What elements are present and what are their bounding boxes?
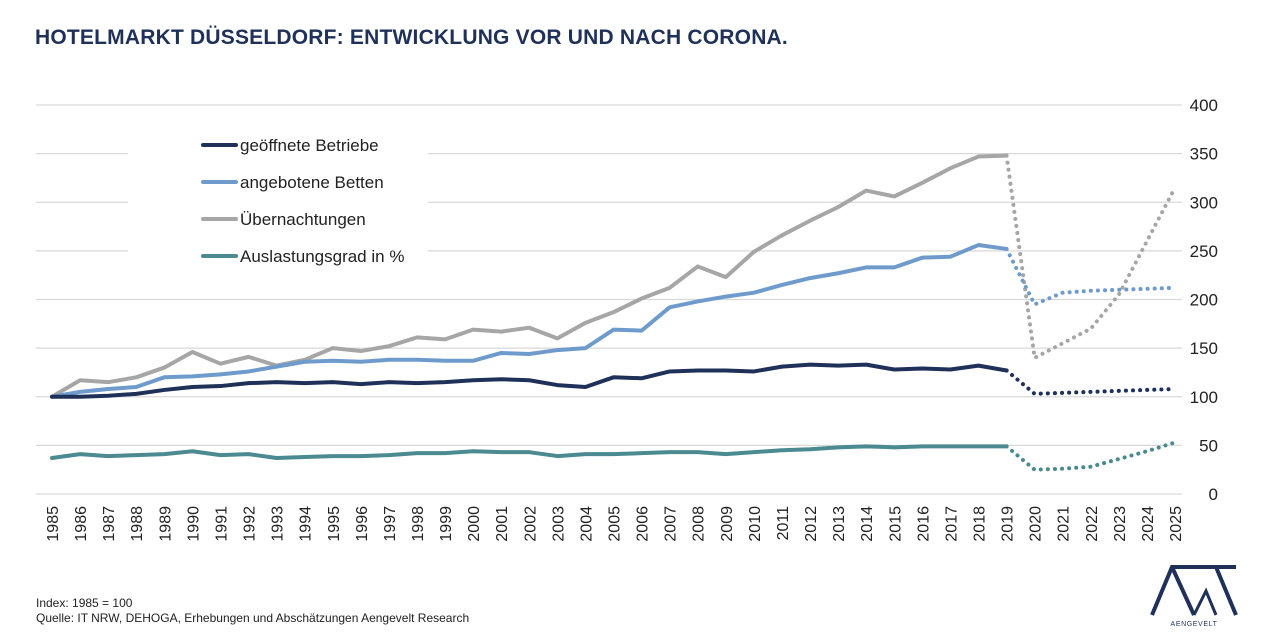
x-tick-label: 1988 <box>129 506 146 542</box>
x-tick-label: 2010 <box>747 506 764 542</box>
x-tick-label: 2015 <box>887 506 904 542</box>
x-tick-label: 1992 <box>242 506 259 542</box>
legend: geöffnete Betriebe angebotene Betten Übern… <box>128 124 428 274</box>
y-tick-label: 250 <box>1190 242 1218 261</box>
y-tick-label: 150 <box>1190 339 1218 358</box>
x-tick-label: 1995 <box>326 506 343 542</box>
x-tick-label: 1991 <box>213 506 230 542</box>
x-tick-label: 2008 <box>691 506 708 542</box>
x-tick-label: 2024 <box>1140 506 1157 542</box>
legend-label: geöffnete Betriebe <box>240 136 379 155</box>
series-line-projection <box>1004 246 1177 307</box>
x-tick-label: 2017 <box>943 506 960 542</box>
series-line-projection <box>1004 368 1177 396</box>
logo-text: AENGEVELT <box>1170 621 1218 628</box>
y-tick-label: 50 <box>1199 436 1218 455</box>
y-tick-label: 200 <box>1190 291 1218 310</box>
x-tick-label: 1999 <box>438 506 455 542</box>
x-tick-label: 1986 <box>73 506 90 542</box>
x-tick-label: 2012 <box>803 506 820 542</box>
x-tick-label: 2021 <box>1056 506 1073 542</box>
x-tick-label: 1987 <box>101 506 118 542</box>
aengevelt-logo-icon <box>1150 565 1238 616</box>
series-line-actual <box>50 362 1009 399</box>
index-note: Index: 1985 = 100 <box>36 596 133 610</box>
x-tick-label: 2005 <box>607 506 624 542</box>
series-line-projection <box>1004 153 1177 361</box>
legend-label: Übernachtungen <box>240 210 366 229</box>
y-axis-tick-labels: 0 50 100 150 200 250 300 350 400 <box>1190 96 1218 504</box>
x-tick-label: 2000 <box>466 506 483 542</box>
x-tick-label: 2013 <box>831 506 848 542</box>
x-tick-label: 2004 <box>578 506 595 542</box>
series-line-projection <box>1004 440 1177 472</box>
source-note: Quelle: IT NRW, DEHOGA, Erhebungen und A… <box>36 611 470 625</box>
x-tick-label: 1996 <box>354 506 371 542</box>
gridlines <box>36 104 1182 495</box>
x-tick-label: 1989 <box>157 506 174 542</box>
y-tick-label: 100 <box>1190 388 1218 407</box>
x-tick-label: 1993 <box>270 506 287 542</box>
y-tick-label: 400 <box>1190 96 1218 115</box>
x-tick-label: 2023 <box>1112 506 1129 542</box>
x-tick-label: 2003 <box>550 506 567 542</box>
x-axis-tick-labels: 1985 1986 1987 1988 1989 1990 1991 1992 1993 1994… <box>45 506 1185 542</box>
x-tick-label: 2014 <box>859 506 876 542</box>
x-tick-label: 1994 <box>298 506 315 542</box>
chart-title: HOTELMARKT DÜSSELDORF: ENTWICKLUNG VOR U… <box>35 26 788 49</box>
series-lines <box>50 153 1177 472</box>
x-tick-label: 2011 <box>775 506 792 541</box>
series-line-actual <box>50 444 1009 461</box>
legend-background <box>128 124 428 274</box>
aengevelt-logo: AENGEVELT <box>1146 561 1242 633</box>
x-tick-label: 2016 <box>915 506 932 542</box>
series-line-actual <box>50 243 1009 399</box>
x-tick-label: 2009 <box>719 506 736 542</box>
y-tick-label: 300 <box>1190 193 1218 212</box>
y-tick-label: 0 <box>1209 485 1218 504</box>
x-tick-label: 2019 <box>1000 506 1017 542</box>
x-tick-label: 2006 <box>635 506 652 542</box>
x-tick-label: 1990 <box>185 506 202 542</box>
x-tick-label: 2007 <box>663 506 680 542</box>
y-tick-label: 350 <box>1190 145 1218 164</box>
x-tick-label: 1985 <box>45 506 62 542</box>
x-tick-label: 2022 <box>1084 506 1101 542</box>
x-tick-label: 1998 <box>410 506 427 542</box>
series-line-actual <box>50 153 1009 399</box>
x-tick-label: 2025 <box>1168 506 1185 542</box>
legend-label: Auslastungsgrad in % <box>240 247 404 266</box>
x-tick-label: 2001 <box>494 506 511 542</box>
legend-label: angebotene Betten <box>240 173 384 192</box>
x-tick-label: 2018 <box>971 506 988 542</box>
x-tick-label: 2020 <box>1028 506 1045 542</box>
x-tick-label: 2002 <box>522 506 539 542</box>
x-tick-label: 1997 <box>382 506 399 542</box>
